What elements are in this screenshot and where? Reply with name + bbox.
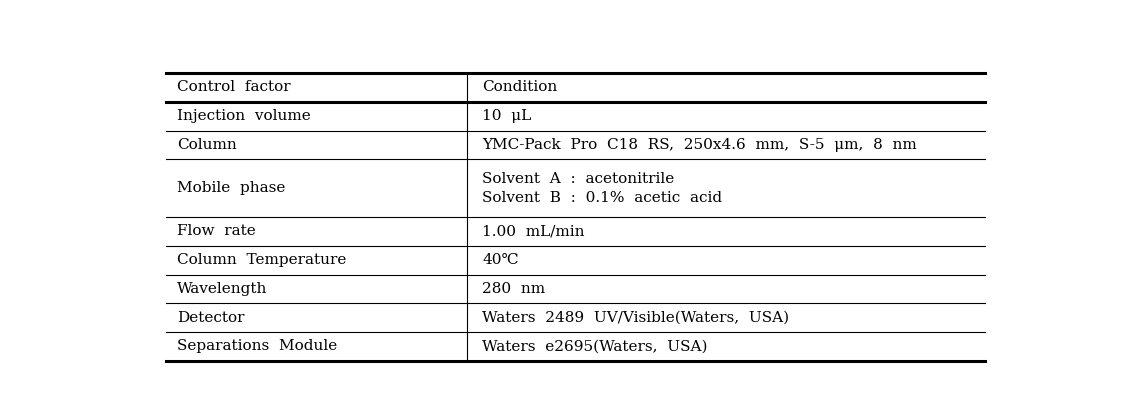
Text: Column: Column (177, 138, 237, 152)
Text: Injection  volume: Injection volume (177, 109, 311, 123)
Text: 40℃: 40℃ (483, 253, 519, 267)
Text: Detector: Detector (177, 311, 245, 325)
Text: Wavelength: Wavelength (177, 282, 267, 296)
Text: Mobile  phase: Mobile phase (177, 181, 285, 195)
Text: Solvent  A  :  acetonitrile: Solvent A : acetonitrile (483, 172, 675, 186)
Text: Control  factor: Control factor (177, 80, 291, 94)
Text: Waters  2489  UV/Visible(Waters,  USA): Waters 2489 UV/Visible(Waters, USA) (483, 311, 789, 325)
Text: Waters  e2695(Waters,  USA): Waters e2695(Waters, USA) (483, 339, 707, 354)
Text: Separations  Module: Separations Module (177, 339, 337, 354)
Text: 10  μL: 10 μL (483, 109, 531, 123)
Text: 280  nm: 280 nm (483, 282, 546, 296)
Text: 1.00  mL/min: 1.00 mL/min (483, 224, 585, 238)
Text: YMC-Pack  Pro  C18  RS,  250x4.6  mm,  S-5  μm,  8  nm: YMC-Pack Pro C18 RS, 250x4.6 mm, S-5 μm,… (483, 138, 917, 152)
Text: Column  Temperature: Column Temperature (177, 253, 346, 267)
Text: Flow  rate: Flow rate (177, 224, 256, 238)
Text: Condition: Condition (483, 80, 558, 94)
Text: Solvent  B  :  0.1%  acetic  acid: Solvent B : 0.1% acetic acid (483, 191, 722, 205)
